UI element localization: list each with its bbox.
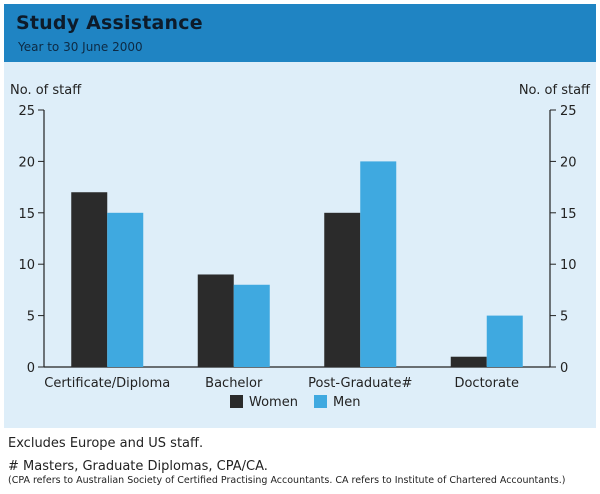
y-tick-label-right: 10 (560, 258, 577, 273)
bar-women (324, 212, 361, 367)
x-tick-label: Certificate/Diploma (44, 376, 170, 391)
y-tick-label-left: 20 (18, 155, 35, 170)
y-tick-label-left: 25 (18, 104, 35, 119)
chart-header: Study Assistance Year to 30 June 2000 (4, 4, 596, 62)
y-tick-label-right: 20 (560, 155, 577, 170)
footnote-postgraduate: # Masters, Graduate Diplomas, CPA/CA. (8, 459, 268, 474)
legend-label-women: Women (249, 395, 298, 410)
bar-men (486, 315, 523, 367)
x-tick-label: Doctorate (454, 376, 519, 391)
bar-women (197, 274, 234, 367)
bar-men (360, 161, 397, 367)
x-tick-label: Bachelor (205, 376, 263, 391)
y-tick-label-right: 5 (560, 310, 568, 325)
legend-swatch-men (314, 395, 327, 408)
y-tick-label-left: 5 (27, 310, 35, 325)
footnote-abbreviations: (CPA refers to Australian Society of Cer… (8, 475, 566, 486)
y-tick-label-left: 10 (18, 258, 35, 273)
chart-title: Study Assistance (16, 12, 203, 34)
y-tick-label-right: 15 (560, 207, 577, 222)
bar-men (233, 284, 270, 367)
bar-chart: No. of staff No. of staff 0 0 5 5 10 10 15 15 20 20… (10, 83, 591, 410)
legend-swatch-women (230, 395, 243, 408)
bar-women (450, 356, 487, 367)
chart-subtitle: Year to 30 June 2000 (18, 40, 143, 54)
y-axis-label-left: No. of staff (10, 83, 82, 98)
y-axis-label-right: No. of staff (519, 83, 591, 98)
legend-label-men: Men (333, 395, 360, 410)
y-tick-label-right: 0 (560, 361, 568, 376)
bar-women (71, 192, 108, 367)
y-tick-label-left: 15 (18, 207, 35, 222)
footnote-exclusion: Excludes Europe and US staff. (8, 436, 204, 451)
y-tick-label-right: 25 (560, 104, 577, 119)
footnotes: Excludes Europe and US staff. # Masters,… (8, 436, 598, 486)
chart-panel: No. of staff No. of staff 0 0 5 5 10 10 15 15 20 20… (4, 62, 596, 428)
x-tick-label: Post-Graduate# (308, 376, 412, 391)
y-tick-label-left: 0 (27, 361, 35, 376)
bar-men (107, 212, 144, 367)
